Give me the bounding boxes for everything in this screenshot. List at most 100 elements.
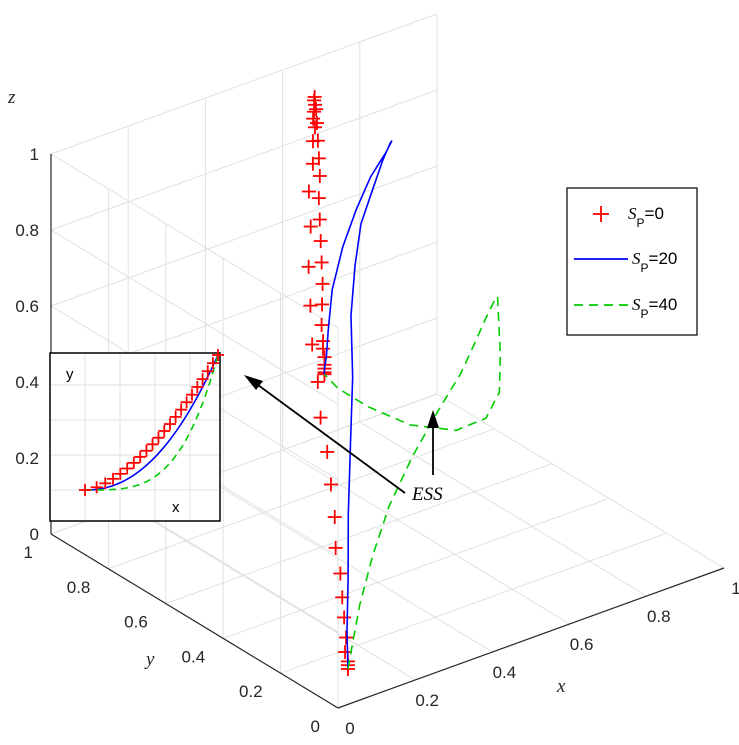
sp0-marker [315, 276, 330, 291]
grid-back-z [50, 13, 438, 155]
sp0-marker [314, 255, 329, 270]
z-tick-label: 0.4 [15, 373, 39, 392]
sp0-marker [303, 219, 318, 234]
y-tick-label: 0.6 [124, 613, 148, 632]
sp0-marker [309, 102, 324, 117]
inset-sp0-marker [164, 418, 177, 431]
legend-marker-sp0 [593, 206, 609, 222]
inset-sp0-marker [152, 431, 165, 444]
sp0-marker [337, 610, 352, 625]
z-axis-label: z [7, 87, 16, 108]
sp0-marker [338, 645, 353, 660]
sp0-marker [327, 510, 342, 525]
x-tick-label: 0.4 [493, 663, 517, 682]
x-tick-label: 0.8 [647, 607, 671, 626]
sp0-marker [305, 337, 320, 352]
inset-sp0-marker [185, 388, 198, 401]
inset-frame [49, 352, 221, 522]
inset-sp0-marker [134, 450, 147, 463]
z-tick-label: 0.8 [15, 221, 39, 240]
y-tick-label: 1 [24, 543, 33, 562]
inset-sp0-marker [175, 403, 188, 416]
x-tick-label: 0.2 [415, 691, 439, 710]
sp0-marker [312, 168, 327, 183]
grid-floor-y [223, 497, 610, 639]
y-axis-label: y [144, 649, 155, 670]
series-SP-20 [323, 140, 393, 670]
legend-entry-sp40: SP=40 [632, 295, 677, 321]
inset-panel: y x [49, 349, 224, 522]
z-tick-label: 1 [30, 145, 39, 164]
series-SP-40 [323, 294, 502, 670]
grid-floor-x [359, 421, 648, 597]
sp0-marker [312, 212, 327, 227]
sp0-marker [320, 444, 335, 459]
inset-series [79, 349, 224, 496]
inset-sp0-marker [146, 438, 159, 451]
sp0-marker [309, 116, 324, 131]
y-tick-label: 0.2 [239, 682, 263, 701]
sp0-marker [301, 184, 316, 199]
arrow-head-inset [244, 375, 263, 390]
inset-x-label: x [172, 499, 180, 516]
y-axis-line [50, 533, 339, 709]
inset-sp0-marker [107, 472, 120, 485]
inset-sp0-marker [79, 484, 91, 496]
inset-sp0-marker [206, 357, 219, 370]
inset-sp0-marker [114, 467, 127, 480]
inset-sp0-marker [90, 481, 103, 494]
x-axis-line [337, 567, 725, 709]
sp0-marker [333, 566, 348, 581]
inset-sp0-marker [158, 424, 171, 437]
inset-sp0-marker [191, 380, 204, 393]
legend-box [566, 187, 698, 336]
y-tick-label: 0.4 [182, 647, 206, 666]
grid-back-z [50, 89, 438, 231]
ess-annotation: ESS [411, 484, 443, 505]
inset-y-label: y [66, 366, 74, 383]
sp0-marker [311, 191, 326, 206]
y-tick-label: 0.8 [67, 578, 91, 597]
inset-sp0-marker [99, 477, 112, 490]
inset-sp0-marker [180, 396, 193, 409]
sp0-marker [314, 318, 329, 333]
z-tick-label: 0.2 [15, 449, 39, 468]
grid-floor-y [165, 463, 552, 605]
z-tick-label: 0.6 [15, 297, 39, 316]
x-tick-label: 0.6 [570, 635, 594, 654]
inset-sp0-marker [212, 349, 224, 361]
sp0-marker [303, 298, 318, 313]
sp0-marker [307, 89, 322, 104]
sp0-marker [310, 374, 325, 389]
tick-labels: 00.20.40.60.8100.20.40.60.8100.20.40.60.… [15, 145, 739, 738]
sp0-marker [328, 540, 343, 555]
arrow-to-inset [257, 384, 406, 494]
x-tick-label: 0 [345, 719, 354, 738]
grid-floor-y [108, 428, 495, 570]
x-tick-label: 1 [731, 579, 739, 598]
grid-floor-x [127, 505, 416, 681]
legend: SP=0 SP=20 SP=40 [566, 187, 698, 336]
grid-left-z [50, 229, 339, 405]
inset-sp0-marker [140, 444, 153, 457]
inset-sp20-line [84, 354, 219, 491]
legend-entry-sp0: SP=0 [628, 204, 664, 230]
sp0-marker [301, 259, 316, 274]
inset-sp0-marker [121, 462, 134, 475]
sp0-marker [339, 630, 354, 645]
z-tick-label: 0 [30, 525, 39, 544]
data-series [301, 89, 502, 676]
y-tick-label: 0 [311, 717, 320, 736]
inset-sp0-marker [196, 373, 209, 386]
inset-sp0-marker [169, 410, 182, 423]
x-axis-label: x [556, 676, 566, 697]
sp0-marker [323, 477, 338, 492]
sp0-marker [313, 234, 328, 248]
grid-left-z [50, 153, 339, 329]
sp0-marker [313, 410, 328, 425]
grid-floor-x [436, 393, 725, 569]
inset-sp0-marker [201, 365, 214, 378]
inset-sp0-marker [127, 456, 140, 469]
sp0-marker [310, 133, 325, 148]
